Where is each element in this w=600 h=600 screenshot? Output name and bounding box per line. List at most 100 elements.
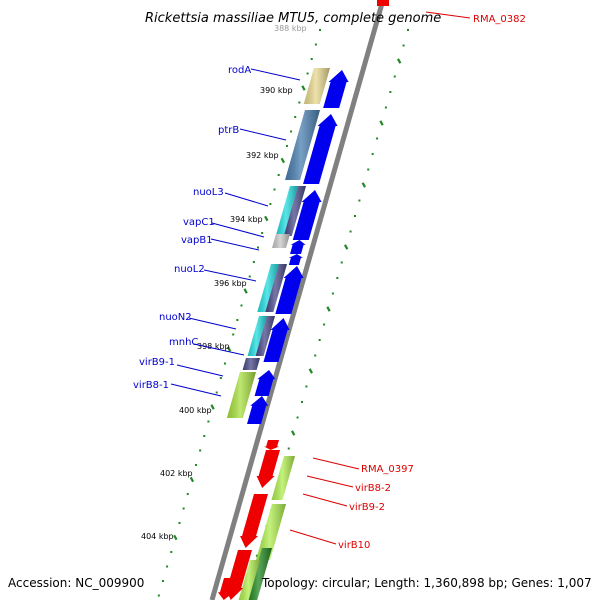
leader-line xyxy=(425,11,471,19)
gene-label-RMA_0382[interactable]: RMA_0382 xyxy=(473,14,526,25)
kbp-label: 396 kbp xyxy=(214,279,247,288)
genome-backbone xyxy=(209,0,386,600)
leader-line xyxy=(203,269,257,282)
tick-dash xyxy=(379,120,384,126)
kbp-label: 392 kbp xyxy=(246,151,279,160)
feature-blocks xyxy=(226,68,330,600)
tick-dash xyxy=(264,215,269,222)
tick-dot xyxy=(269,203,272,205)
gene-label-virB9-1[interactable]: virB9-1 xyxy=(139,357,175,368)
gene-label-virB8-1[interactable]: virB8-1 xyxy=(133,380,169,391)
tick-dot xyxy=(306,72,309,75)
feature-block-virB8-2-shade xyxy=(271,456,295,500)
leader-line xyxy=(250,68,301,81)
leader-line xyxy=(224,192,269,207)
cds-arrow-nuoL2 xyxy=(275,266,304,314)
tick-dot xyxy=(290,130,293,133)
gene-label-virB9-2[interactable]: virB9-2 xyxy=(349,502,385,513)
forward-gene-labels: rodA ptrB nuoL3 vapC1 vapB1 nuoL2 nuoN2 … xyxy=(133,65,301,397)
tick-dot xyxy=(389,91,392,93)
feature-block-virB9-1-shade xyxy=(226,372,256,418)
tick-dot xyxy=(384,106,387,109)
cds-arrows xyxy=(217,0,389,600)
tick-dot xyxy=(336,277,339,279)
cds-arrow-nuoN2 xyxy=(263,318,290,362)
feature-block-vapC1-shade xyxy=(272,234,290,248)
tick-dot xyxy=(182,507,185,510)
gene-label-ptrB[interactable]: ptrB xyxy=(218,125,239,136)
leader-line xyxy=(312,457,360,470)
gene-label-nuoL2[interactable]: nuoL2 xyxy=(174,264,205,275)
feature-block-nuoL2-b-shade xyxy=(265,264,287,312)
tick-dash xyxy=(343,244,349,250)
tick-dot xyxy=(219,377,222,379)
tick-dot xyxy=(314,43,317,46)
feature-block-ptrB-shade xyxy=(285,110,320,180)
leader-line xyxy=(239,128,287,141)
cds-arrow-RMA_0382 xyxy=(377,0,389,6)
tick-dot xyxy=(186,493,189,495)
feature-block-nuoL3-a-shade xyxy=(275,186,298,236)
gene-label-nuoL3[interactable]: nuoL3 xyxy=(193,187,224,198)
tick-dash xyxy=(361,182,366,188)
feature-block-nuoL3-b-shade xyxy=(283,186,306,236)
leader-line xyxy=(302,493,348,507)
tick-dash xyxy=(210,404,215,410)
tick-dot xyxy=(215,391,218,394)
tick-dot xyxy=(248,275,251,278)
cds-arrow-vapB1 xyxy=(288,254,303,265)
tick-dot xyxy=(157,594,160,597)
tick-dot xyxy=(207,420,210,423)
leader-line xyxy=(211,222,265,238)
gene-label-vapB1[interactable]: vapB1 xyxy=(181,235,213,246)
tick-dot xyxy=(223,362,226,365)
tick-dash xyxy=(226,346,232,352)
tick-dot xyxy=(300,401,303,403)
tick-dot xyxy=(199,449,202,452)
tick-dot xyxy=(402,44,405,47)
leader-line xyxy=(176,364,224,377)
tick-dot xyxy=(203,435,206,437)
kbp-label: 388 kbp xyxy=(274,24,307,33)
tick-dot xyxy=(178,522,181,524)
gene-label-mnhC[interactable]: mnhC xyxy=(169,337,198,348)
tick-dot xyxy=(261,232,264,234)
tick-dash xyxy=(243,288,248,294)
kbp-label: 394 kbp xyxy=(230,215,263,224)
kbp-labels: 388 kbp 390 kbp 392 kbp 394 kbp 396 kbp … xyxy=(141,24,307,541)
kbp-label: 398 kbp xyxy=(197,342,230,351)
tick-dot xyxy=(318,339,321,341)
tick-dash xyxy=(396,58,402,64)
gene-label-virB10[interactable]: virB10 xyxy=(338,540,370,551)
tick-dot xyxy=(294,116,297,118)
tick-dash xyxy=(173,534,178,541)
feature-block-virB10-dark-shade xyxy=(247,548,272,600)
gene-label-RMA_0397[interactable]: RMA_0397 xyxy=(361,464,414,475)
cds-arrow-ptrB xyxy=(303,114,338,184)
cds-arrow-rodA xyxy=(323,70,349,108)
cds-arrow-vapC1 xyxy=(290,240,306,254)
tick-dot xyxy=(287,447,290,450)
gene-label-vapC1[interactable]: vapC1 xyxy=(183,217,215,228)
leader-line xyxy=(170,383,222,397)
accession-text: Accession: NC_009900 xyxy=(8,576,144,590)
tick-dot xyxy=(257,246,260,249)
tick-dot xyxy=(367,168,370,171)
tick-dot xyxy=(353,215,356,217)
kbp-label: 390 kbp xyxy=(260,86,293,95)
feature-block-rodA-shade xyxy=(303,68,330,104)
gene-label-virB8-2[interactable]: virB8-2 xyxy=(355,483,391,494)
tick-dot xyxy=(407,29,409,31)
feature-block-mnhC-shade xyxy=(242,358,260,370)
cds-arrow-RMA_0397 xyxy=(264,440,280,450)
gene-label-nuoN2[interactable]: nuoN2 xyxy=(159,312,192,323)
feature-block-virB10-shade xyxy=(238,560,260,600)
tick-dot xyxy=(371,153,374,155)
tick-dot xyxy=(319,29,321,31)
feature-block-nuoN2-a-shade xyxy=(247,316,267,356)
gene-label-rodA[interactable]: rodA xyxy=(228,65,251,76)
leader-line xyxy=(306,475,354,488)
leader-line xyxy=(193,343,245,356)
kbp-label: 402 kbp xyxy=(160,469,193,478)
